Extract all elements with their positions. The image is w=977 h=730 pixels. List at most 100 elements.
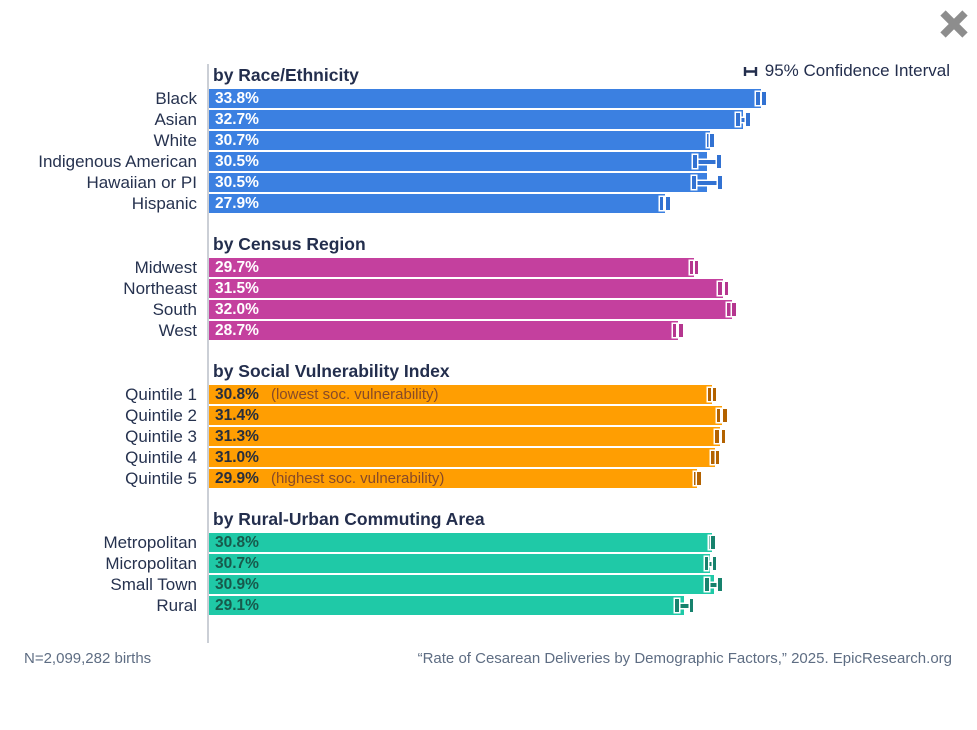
bar-black[interactable]: 33.8% <box>209 89 761 108</box>
table-row: Midwest 29.7% <box>0 258 977 279</box>
section-title: by Census Region <box>213 234 366 254</box>
bar-west[interactable]: 28.7% <box>209 321 678 340</box>
table-row: Quintile 4 31.0% <box>0 448 977 469</box>
table-row: Small Town 30.9% <box>0 575 977 596</box>
confidence-interval-bar <box>689 261 699 274</box>
table-row: Quintile 1 30.8% (lowest soc. vulnerabilit… <box>0 385 977 406</box>
table-row: Quintile 3 31.3% <box>0 427 977 448</box>
table-row: Micropolitan 30.7% <box>0 554 977 575</box>
bar-hispanic[interactable]: 27.9% <box>209 194 665 213</box>
confidence-interval-bar <box>707 134 714 147</box>
bar-value-label: 30.7% <box>215 132 259 149</box>
bar-value-label: 31.5% <box>215 280 259 297</box>
bar-value-label: 30.7% <box>215 555 259 572</box>
category-label: Hispanic <box>131 194 197 213</box>
table-row: Quintile 5 29.9% (highest soc. vulnerabili… <box>0 469 977 490</box>
axis-baseline <box>207 64 209 643</box>
confidence-interval-bar <box>718 282 729 295</box>
bar-value-label: 32.0% <box>215 301 259 318</box>
bar-micropolitan[interactable]: 30.7% <box>209 554 711 573</box>
category-label: Metropolitan <box>103 533 197 552</box>
close-icon[interactable] <box>935 5 973 43</box>
bar-value-label: 30.5% <box>215 174 259 191</box>
bar-value-label: 29.1% <box>215 597 259 614</box>
confidence-interval-bar <box>736 113 750 126</box>
confidence-interval-bar <box>705 578 722 591</box>
category-label: Quintile 3 <box>125 427 197 446</box>
bar-value-label: 33.8% <box>215 90 259 107</box>
table-row: Black 33.8% <box>0 89 977 110</box>
bar-rural[interactable]: 29.1% <box>209 596 685 615</box>
bar-asian[interactable]: 32.7% <box>209 110 743 129</box>
section-by-social-vulnerability-index: by Social Vulnerability Index Quintile 1 3… <box>0 360 977 490</box>
category-label: Quintile 5 <box>125 469 197 488</box>
category-label: Northeast <box>123 279 197 298</box>
category-label: West <box>158 321 197 340</box>
confidence-interval-bar <box>715 430 726 443</box>
bar-value-label: 32.7% <box>215 111 259 128</box>
confidence-interval-bar <box>716 409 727 422</box>
bar-value-label: 30.8% <box>215 386 259 403</box>
bar-value-label: 31.0% <box>215 449 259 466</box>
bar-quintile-4[interactable]: 31.0% <box>209 448 716 467</box>
bar-midwest[interactable]: 29.7% <box>209 258 694 277</box>
bar-quintile-1[interactable]: 30.8% (lowest soc. vulnerability) <box>209 385 712 404</box>
section-by-rural-urban-commuting-area: by Rural-Urban Commuting Area Metropolita… <box>0 508 977 617</box>
category-label: Quintile 2 <box>125 406 197 425</box>
confidence-interval-bar <box>704 557 717 570</box>
confidence-interval-bar <box>711 451 720 464</box>
bar-value-label: 29.9% <box>215 470 259 487</box>
confidence-interval-label: 95% Confidence Interval <box>764 61 950 80</box>
section-title: by Social Vulnerability Index <box>213 361 450 381</box>
confidence-interval-bar <box>675 599 694 612</box>
bar-value-label: 30.9% <box>215 576 259 593</box>
confidence-interval-icon <box>743 65 758 78</box>
bar-hawaiian-or-pi[interactable]: 30.5% <box>209 173 708 192</box>
bar-indigenous-american[interactable]: 30.5% <box>209 152 708 171</box>
confidence-interval-bar <box>756 92 766 105</box>
table-row: West 28.7% <box>0 321 977 342</box>
bar-metropolitan[interactable]: 30.8% <box>209 533 712 552</box>
confidence-interval-bar <box>692 176 722 189</box>
table-row: Indigenous American 30.5% <box>0 152 977 173</box>
confidence-interval-bar <box>694 472 701 485</box>
bar-south[interactable]: 32.0% <box>209 300 732 319</box>
bar-quintile-2[interactable]: 31.4% <box>209 406 722 425</box>
category-label: Micropolitan <box>105 554 197 573</box>
bar-value-label: 31.3% <box>215 428 259 445</box>
bar-northeast[interactable]: 31.5% <box>209 279 724 298</box>
bar-annotation: (highest soc. vulnerability) <box>270 470 445 487</box>
table-row: White 30.7% <box>0 131 977 152</box>
table-row: Hispanic 27.9% <box>0 194 977 215</box>
category-label: Indigenous American <box>38 152 197 171</box>
table-row: Quintile 2 31.4% <box>0 406 977 427</box>
section-by-race-ethnicity: by Race/Ethnicity Black 33.8% Asian 32.7% Whi… <box>0 64 977 215</box>
bar-chart: by Race/Ethnicity Black 33.8% Asian 32.7% Whi… <box>0 64 977 617</box>
bar-value-label: 30.5% <box>215 153 259 170</box>
bar-value-label: 29.7% <box>215 259 259 276</box>
citation-label: “Rate of Cesarean Deliveries by Demograp… <box>417 650 952 667</box>
confidence-interval-bar <box>708 536 715 549</box>
category-label: Midwest <box>134 258 197 277</box>
bar-quintile-5[interactable]: 29.9% (highest soc. vulnerability) <box>209 469 698 488</box>
bar-white[interactable]: 30.7% <box>209 131 711 150</box>
bar-quintile-3[interactable]: 31.3% <box>209 427 721 446</box>
category-label: Small Town <box>110 575 197 594</box>
category-label: Rural <box>156 596 197 615</box>
table-row: Metropolitan 30.8% <box>0 533 977 554</box>
chart-footer: N=2,099,282 births “Rate of Cesarean Del… <box>0 650 977 667</box>
section-title: by Rural-Urban Commuting Area <box>213 509 485 529</box>
category-label: Black <box>155 89 197 108</box>
table-row: Northeast 31.5% <box>0 279 977 300</box>
category-label: Quintile 1 <box>125 385 197 404</box>
bar-value-label: 27.9% <box>215 195 259 212</box>
confidence-interval-bar <box>672 324 683 337</box>
bar-annotation: (lowest soc. vulnerability) <box>270 386 439 403</box>
bar-value-label: 31.4% <box>215 407 259 424</box>
table-row: South 32.0% <box>0 300 977 321</box>
table-row: Rural 29.1% <box>0 596 977 617</box>
category-label: South <box>152 300 197 319</box>
bar-small-town[interactable]: 30.9% <box>209 575 714 594</box>
category-label: Hawaiian or PI <box>86 173 197 192</box>
